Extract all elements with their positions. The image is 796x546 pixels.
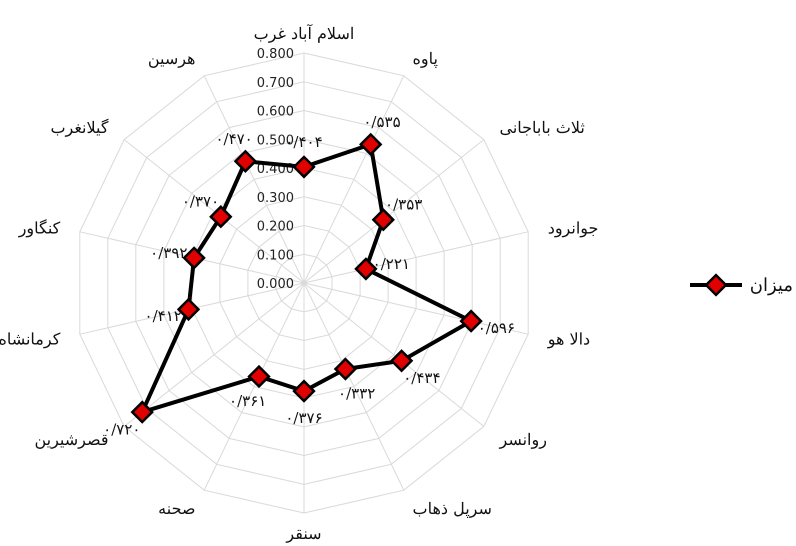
category-label: روانسر (499, 430, 547, 449)
data-point-marker (130, 400, 154, 424)
data-label: ۰/۳۶۱ (229, 392, 266, 410)
category-label: صحنه (158, 499, 195, 518)
data-label: ۰/۵۹۶ (478, 319, 515, 337)
chart-grid (79, 52, 529, 514)
data-label: ۰/۳۵۳ (385, 196, 422, 214)
tick-label: 0.300 (257, 191, 294, 206)
data-label: ۰/۴۰۴ (285, 133, 322, 151)
category-label: دالا هو (547, 330, 590, 349)
category-label: کرمانشاه (0, 330, 61, 349)
data-labels: ۰/۴۰۴ ۰/۵۳۵ ۰/۳۵۳ ۰/۲۲۱ ۰/۵۹۶ ۰/۴۳۴ ۰/۳۳۲ ۰/۳۷۶… (103, 113, 515, 438)
data-point-marker (459, 309, 483, 333)
tick-label: 0.700 (257, 76, 294, 91)
grid-spoke (303, 231, 529, 284)
data-label: ۰/۳۹۲ (150, 244, 187, 262)
category-label: پاوه (413, 49, 438, 68)
grid-spoke (303, 75, 405, 284)
legend-marker (704, 273, 728, 297)
data-point-marker (333, 357, 358, 381)
data-point-marker (354, 257, 378, 281)
data-label: ۰/۴۷۰ (215, 130, 252, 148)
legend-label: میزان (750, 275, 793, 296)
tick-label: 0.100 (257, 248, 294, 263)
category-label: هرسین (148, 49, 196, 68)
data-label: ۰/۷۲۰ (103, 420, 140, 438)
category-label: جوانرود (548, 218, 599, 237)
tick-label: 0.000 (257, 277, 294, 292)
data-point-marker (292, 155, 316, 179)
data-label: ۰/۳۷۶ (285, 409, 322, 427)
category-labels: اسلام آباد غرب پاوه ثلاث باباجانی جوانرود دا… (0, 23, 598, 543)
grid-spoke (203, 282, 305, 491)
grid-spoke (123, 282, 305, 427)
grid-spoke (303, 282, 529, 335)
data-label: ۰/۲۲۱ (373, 255, 410, 273)
category-label: سنقر (285, 524, 321, 543)
data-label: ۰/۴۳۴ (403, 369, 440, 387)
series-layer (130, 132, 483, 424)
data-point-marker (182, 246, 206, 270)
grid-spoke (303, 139, 485, 284)
data-point-marker (209, 205, 233, 229)
data-point-marker (247, 364, 271, 389)
tick-label: 0.800 (257, 47, 294, 62)
data-point-marker (233, 149, 258, 173)
tick-label: 0.200 (257, 220, 294, 235)
radial-axis-ticks: 0.0000.1000.2000.3000.4000.5000.6000.700… (257, 47, 294, 292)
data-label: ۰/۴۱۲ (145, 307, 182, 325)
data-point-marker (389, 349, 414, 373)
category-label: سرپل ذهاب (413, 499, 492, 518)
tick-label: 0.600 (257, 105, 294, 120)
tick-label: 0.500 (257, 133, 294, 148)
category-label: قصرشیرین (34, 430, 108, 449)
data-point-marker (292, 379, 316, 403)
grid-spoke (203, 75, 305, 284)
data-point-marker (359, 132, 383, 157)
grid-spoke (303, 282, 485, 427)
category-label: اسلام آباد غرب (254, 23, 355, 43)
category-label: کنگاور (18, 218, 61, 237)
data-point-marker (371, 208, 395, 232)
data-label: ۰/۵۳۵ (363, 113, 400, 131)
data-point-marker (176, 297, 201, 322)
data-label: ۰/۳۷۰ (182, 193, 219, 211)
data-label: ۰/۳۳۲ (338, 384, 375, 402)
legend: میزان (690, 273, 793, 297)
grid-spoke (123, 139, 305, 284)
category-label: گیلانغرب (50, 118, 108, 137)
grid-spoke (303, 282, 405, 491)
category-label: ثلاث باباجانی (500, 118, 585, 137)
